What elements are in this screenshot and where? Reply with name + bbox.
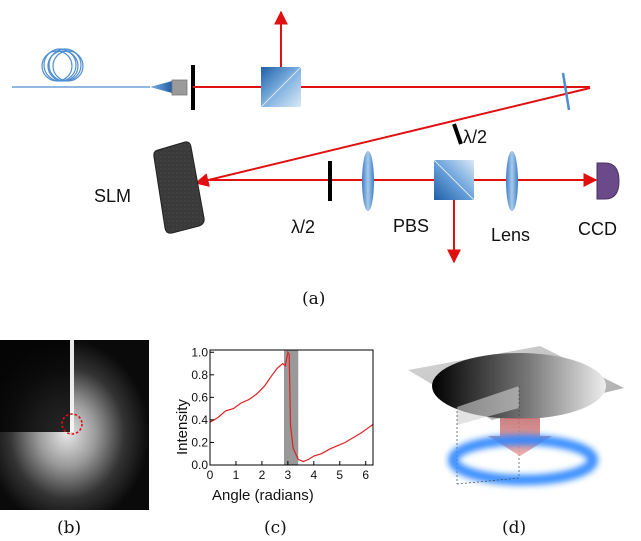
y-tick-label: 0.4 xyxy=(191,413,208,427)
lens-label: Lens xyxy=(491,225,530,245)
x-tick-label: 6 xyxy=(362,468,369,482)
pbs-label: PBS xyxy=(393,216,429,236)
mirror-icon xyxy=(561,72,571,111)
plot-series-line xyxy=(209,350,374,463)
intensity-plot: 0 1 2 3 4 5 6 0.0 0.2 0.4 0.6 0.8 1.0 Angle (radian… xyxy=(174,345,374,504)
fiber-collimator-icon xyxy=(150,81,172,93)
plot-ylabel: Intensity xyxy=(174,399,191,455)
panel-d-illustration xyxy=(408,346,624,485)
plot-xlabel: Angle (radians) xyxy=(212,487,314,504)
panel-b-image xyxy=(0,340,149,510)
fiber-coil-icon xyxy=(12,48,150,88)
slm-label: SLM xyxy=(94,186,131,206)
beam-splitter-cube-top-icon xyxy=(260,66,302,108)
lens-1-icon xyxy=(362,151,374,211)
x-tick-label: 4 xyxy=(310,468,317,482)
y-tick-label: 1.0 xyxy=(191,345,208,359)
half-wave-plate-top-icon xyxy=(452,123,463,145)
y-tick-label: 0.8 xyxy=(191,368,208,382)
x-tick-label: 3 xyxy=(285,468,292,482)
plot-shaded-band xyxy=(283,350,299,465)
x-tick-label: 1 xyxy=(233,468,240,482)
defect-marker-icon xyxy=(61,413,83,435)
y-tick-label: 0.2 xyxy=(191,435,208,449)
y-tick-label: 0.0 xyxy=(191,458,208,472)
slm-icon xyxy=(153,141,205,234)
half-wave-plate-top-label: λ/2 xyxy=(463,127,487,147)
x-tick-label: 0 xyxy=(207,468,214,482)
beam-diagonal xyxy=(194,87,591,187)
lens-2-icon xyxy=(506,151,518,211)
caption-b: (b) xyxy=(57,518,81,538)
caption-d: (d) xyxy=(502,518,526,538)
ccd-icon xyxy=(596,162,620,200)
plot-frame xyxy=(209,349,374,466)
setup-diagram: λ/2 SLM λ/2 PBS Lens CCD (a) xyxy=(12,10,620,309)
half-wave-plate-bottom-label: λ/2 xyxy=(291,217,315,237)
y-tick-label: 0.6 xyxy=(191,390,208,404)
caption-a: (a) xyxy=(302,289,325,309)
y-ticks: 0.0 0.2 0.4 0.6 0.8 1.0 xyxy=(191,345,214,472)
ccd-label: CCD xyxy=(578,219,617,239)
fiber-mount-icon xyxy=(171,79,188,96)
x-ticks: 0 1 2 3 4 5 6 xyxy=(207,461,369,482)
pbs-cube-icon xyxy=(433,159,475,201)
disk-step-face xyxy=(457,386,519,425)
x-tick-label: 2 xyxy=(259,468,266,482)
x-tick-label: 5 xyxy=(336,468,343,482)
caption-c: (c) xyxy=(264,518,287,538)
